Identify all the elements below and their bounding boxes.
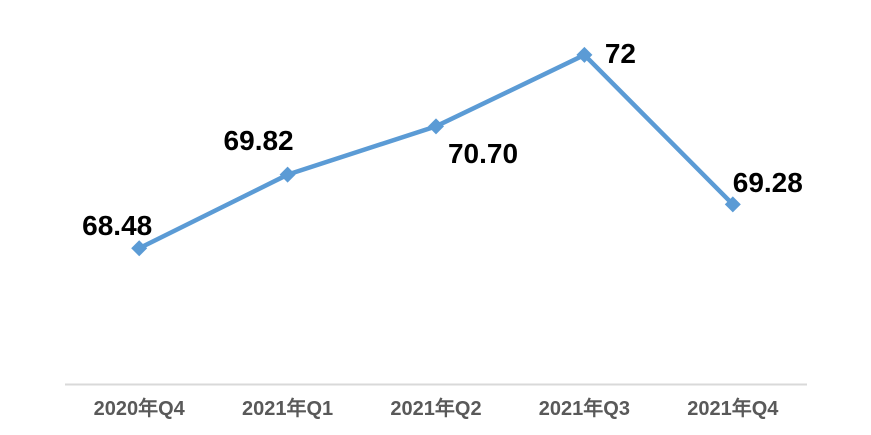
marker-group <box>131 46 741 257</box>
data-label: 70.70 <box>447 138 519 170</box>
x-axis-label: 2021年Q1 <box>242 398 334 420</box>
data-point-marker <box>576 46 593 63</box>
data-label: 69.28 <box>732 167 803 199</box>
x-axis-label: 2020年Q4 <box>93 398 185 420</box>
data-label: 68.48 <box>82 210 153 242</box>
x-axis-label: 2021年Q3 <box>538 398 630 420</box>
data-point-marker <box>131 240 148 257</box>
x-axis-label: 2021年Q4 <box>687 398 779 420</box>
x-axis-label: 2021年Q2 <box>390 398 482 420</box>
data-point-marker <box>279 166 296 183</box>
data-point-marker <box>724 196 741 213</box>
data-label: 69.82 <box>223 124 294 156</box>
data-label: 72 <box>604 37 636 69</box>
data-point-marker <box>428 118 444 135</box>
